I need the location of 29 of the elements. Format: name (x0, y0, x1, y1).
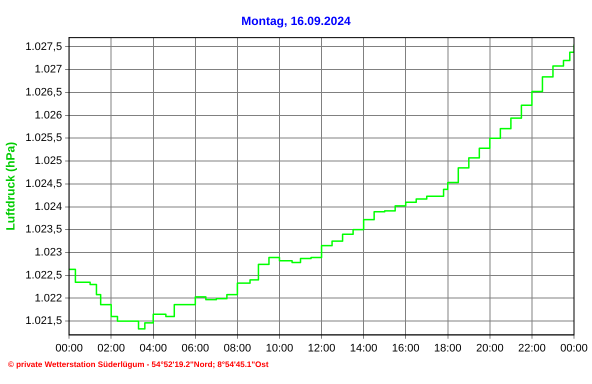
x-tick-label: 04:00 (139, 342, 168, 354)
x-tick-label: 14:00 (350, 342, 378, 354)
y-tick-label: 1.027 (34, 64, 62, 76)
y-tick-label: 1.021,5 (25, 315, 62, 328)
x-tick-label: 08:00 (224, 342, 252, 354)
y-axis-title: Luftdruck (hPa) (4, 142, 18, 231)
y-tick-label: 1.024 (34, 200, 62, 213)
x-tick-label: 02:00 (97, 342, 125, 354)
y-tick-label: 1.027,5 (25, 40, 62, 53)
y-tick-label: 1.022,5 (25, 269, 62, 282)
y-tick-label: 1.026,5 (25, 86, 62, 98)
x-tick-label: 22:00 (518, 342, 546, 354)
x-tick-label: 06:00 (182, 342, 210, 354)
y-tick-label: 1.025,5 (25, 132, 62, 144)
x-tick-label: 12:00 (308, 342, 336, 354)
x-tick-label: 16:00 (392, 342, 420, 354)
x-tick-label: 00:00 (560, 342, 588, 354)
y-tick-label: 1.023 (34, 246, 62, 259)
text: © private Wetterstation Süderlügum - 54°52'19.2"Nord; 8°54'45.1"Ost (8, 360, 269, 369)
x-tick-label: 20:00 (476, 342, 504, 354)
x-tick-label: 18:00 (434, 342, 462, 354)
y-tick-label: 1.023,5 (25, 224, 62, 236)
x-tick-label: 10:00 (266, 342, 294, 354)
x-tick-label: 00:00 (55, 342, 83, 354)
chart-title: Montag, 16.09.2024 (240, 14, 352, 28)
y-tick-label: 1.025 (34, 155, 62, 168)
y-tick-label: 1.026 (34, 109, 62, 122)
y-tick-label: 1.024,5 (25, 178, 62, 190)
y-tick-label: 1.022 (34, 292, 62, 304)
